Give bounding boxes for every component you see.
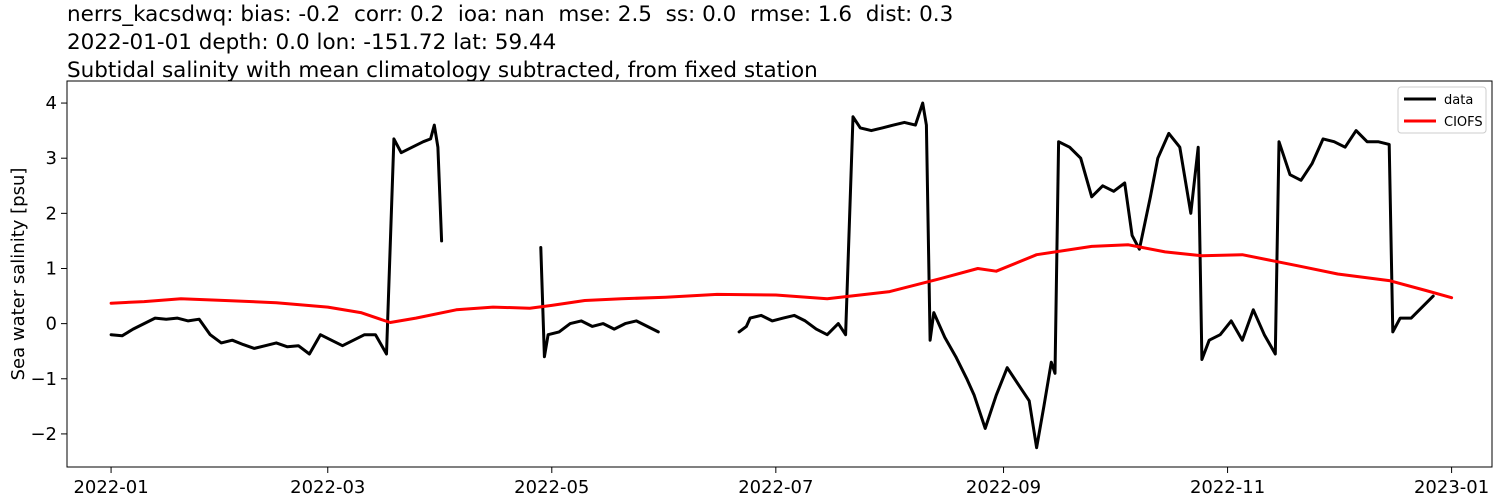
y-tick-label: 4	[46, 93, 57, 114]
x-tick-label: 2022-09	[966, 477, 1041, 498]
y-tick-label: −1	[30, 369, 57, 390]
series-line-data-segment-3	[737, 101, 1435, 450]
legend-label-ciofs: CIOFS	[1444, 115, 1483, 130]
y-tick-label: 1	[46, 258, 57, 279]
legend: data CIOFS	[1397, 86, 1487, 134]
title-line-1: nerrs_kacsdwq: bias: -0.2 corr: 0.2 ioa:…	[67, 2, 954, 27]
y-tick-label: 3	[46, 148, 57, 169]
y-tick-label: 2	[46, 203, 57, 224]
x-tick-label: 2023-01	[1414, 477, 1489, 498]
x-tick-label: 2022-05	[514, 477, 589, 498]
chart-title: nerrs_kacsdwq: bias: -0.2 corr: 0.2 ioa:…	[67, 1, 953, 85]
series-group	[109, 101, 1454, 450]
x-tick-label: 2022-07	[738, 477, 813, 498]
series-line-data-segment-2	[539, 246, 660, 359]
y-tick-label: 0	[46, 314, 57, 335]
y-axis-label: Sea water salinity [psu]	[8, 168, 29, 381]
series-line-ciofs-segment-1	[109, 243, 1454, 324]
title-line-2: 2022-01-01 depth: 0.0 lon: -151.72 lat: …	[67, 30, 557, 55]
series-line-data-segment-1	[109, 123, 444, 356]
y-tick-label: −2	[30, 424, 57, 445]
axis-ticks: 2022-01 2022-03 2022-05 2022-07 2022-09 2022-…	[30, 93, 1489, 498]
title-line-3: Subtidal salinity with mean climatology …	[67, 58, 818, 83]
plot-area	[66, 80, 1493, 468]
x-tick-label: 2022-01	[73, 477, 148, 498]
legend-label-data: data	[1444, 93, 1473, 108]
x-tick-label: 2022-11	[1190, 477, 1265, 498]
x-tick-label: 2022-03	[290, 477, 365, 498]
